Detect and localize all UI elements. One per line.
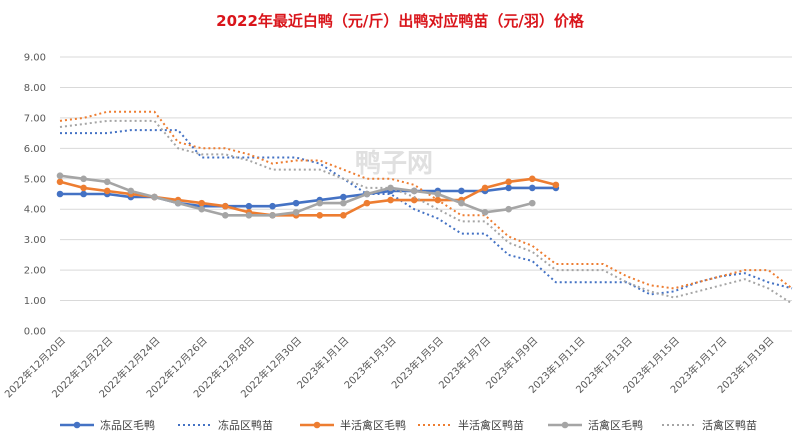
y-tick-label: 9.00 <box>24 53 46 64</box>
data-point <box>245 212 253 219</box>
data-point <box>458 199 465 207</box>
legend-label: 活禽区鸭苗 <box>702 418 757 432</box>
legend-marker <box>561 421 569 429</box>
y-tick-label: 7.00 <box>24 113 46 124</box>
data-point <box>56 172 64 180</box>
data-point <box>316 212 324 219</box>
data-point <box>410 196 418 204</box>
data-point <box>363 199 371 207</box>
y-tick-label: 6.00 <box>24 144 46 155</box>
data-point <box>458 187 465 195</box>
legend-label: 半活禽区毛鸭 <box>340 418 406 432</box>
data-point <box>198 199 205 207</box>
data-point <box>80 175 87 183</box>
y-tick-label: 8.00 <box>24 83 46 94</box>
watermark-text: 鸭子网 <box>355 149 433 179</box>
data-point <box>174 199 182 207</box>
data-point <box>269 212 276 219</box>
data-point <box>316 199 324 207</box>
data-point <box>103 178 111 186</box>
y-tick-label: 4.00 <box>24 205 46 216</box>
data-point <box>528 184 536 192</box>
data-point <box>269 202 276 210</box>
data-point <box>528 199 536 207</box>
data-point <box>340 212 347 219</box>
y-tick-label: 3.00 <box>24 235 46 246</box>
data-point <box>292 208 300 216</box>
data-point <box>127 187 135 195</box>
data-point <box>434 190 442 198</box>
data-point <box>80 184 87 192</box>
y-tick-label: 1.00 <box>24 296 46 307</box>
data-point <box>505 205 512 213</box>
series-line-1 <box>58 186 558 208</box>
data-point <box>292 199 300 207</box>
data-point <box>387 196 394 204</box>
data-point <box>56 178 64 186</box>
data-point <box>221 212 229 219</box>
y-tick-label: 2.00 <box>24 266 46 277</box>
data-point <box>340 199 347 207</box>
data-point <box>481 208 489 216</box>
legend-marker <box>73 421 81 429</box>
y-tick-label: 5.00 <box>24 174 46 185</box>
series-line-3 <box>58 177 558 217</box>
series-line-6 <box>59 119 793 305</box>
y-tick-label: 0.00 <box>24 327 46 338</box>
data-point <box>528 175 536 183</box>
legend-label: 半活禽区鸭苗 <box>458 418 524 432</box>
data-point <box>410 187 418 195</box>
data-point <box>151 193 158 201</box>
data-point <box>56 190 64 198</box>
data-point <box>103 187 111 195</box>
data-point <box>505 184 512 192</box>
data-point <box>245 202 253 210</box>
data-point <box>340 193 347 201</box>
data-point <box>363 190 371 198</box>
data-point <box>198 205 205 213</box>
legend-label: 冻品区毛鸭 <box>100 418 155 432</box>
data-point <box>221 202 229 210</box>
legend-label: 冻品区鸭苗 <box>218 418 273 432</box>
data-point <box>80 190 87 198</box>
chart-title: 2022年最近白鸭（元/斤）出鸭对应鸭苗（元/羽）价格 <box>216 12 584 30</box>
data-point <box>552 181 560 189</box>
legend-label: 活禽区毛鸭 <box>588 418 643 432</box>
legend-marker <box>313 421 321 429</box>
data-point <box>505 178 512 186</box>
data-point <box>481 184 489 192</box>
